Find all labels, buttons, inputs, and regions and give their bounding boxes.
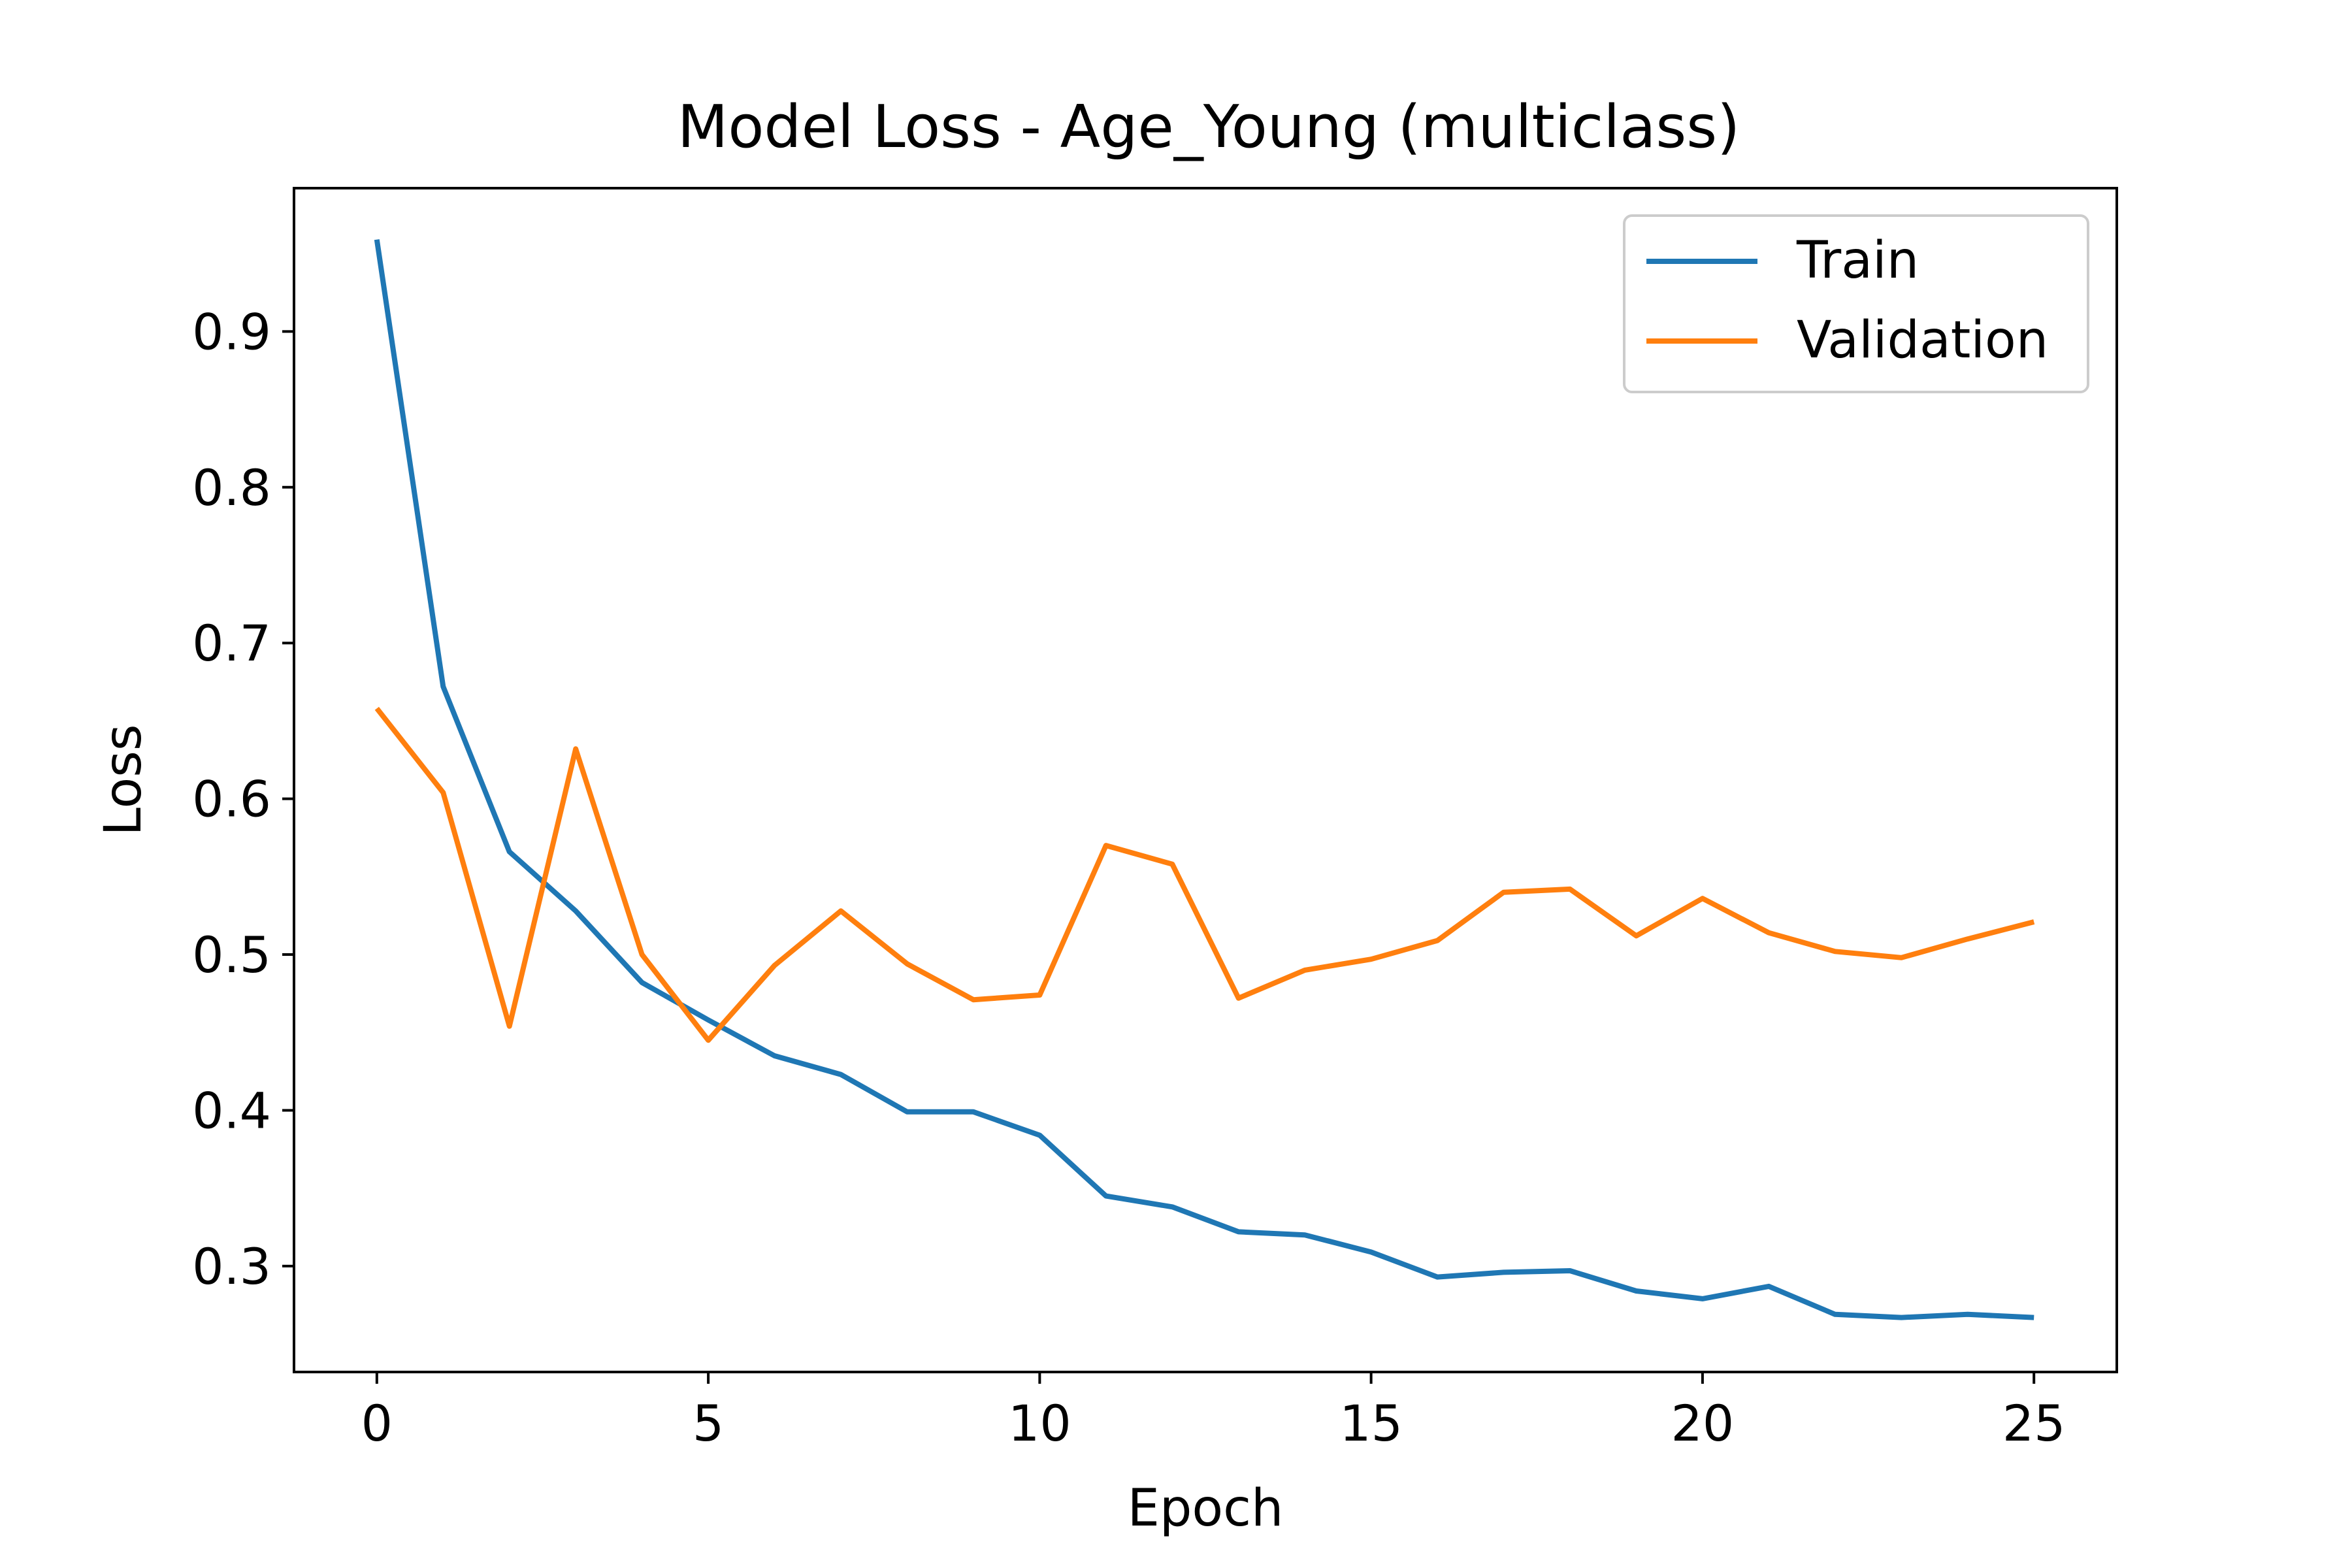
- x-axis-ticks: 0 5 10 15 20 25: [361, 1372, 2066, 1452]
- y-tick-label: 0.7: [192, 614, 271, 672]
- y-tick-label: 0.6: [192, 770, 271, 828]
- y-tick-label: 0.9: [192, 302, 271, 361]
- x-tick-label: 10: [1008, 1394, 1071, 1452]
- y-tick-label: 0.5: [192, 926, 271, 984]
- x-tick-label: 0: [361, 1394, 393, 1452]
- chart-title: Model Loss - Age_Young (multiclass): [678, 93, 1740, 161]
- y-tick-label: 0.4: [192, 1081, 271, 1139]
- x-tick-label: 5: [693, 1394, 724, 1452]
- legend-validation-label: Validation: [1797, 311, 2048, 370]
- x-tick-label: 20: [1671, 1394, 1735, 1452]
- y-axis-ticks: 0.3 0.4 0.5 0.6 0.7 0.8 0.9: [192, 302, 294, 1296]
- y-tick-label: 0.3: [192, 1237, 271, 1296]
- x-tick-label: 25: [2002, 1394, 2066, 1452]
- plot-frame-border: [293, 187, 2118, 1373]
- x-tick-label: 15: [1339, 1394, 1403, 1452]
- series-layer: [374, 239, 2035, 1320]
- series-line-train: [374, 239, 2034, 1320]
- series-line-validation: [374, 706, 2035, 1043]
- y-axis-label: Loss: [94, 724, 153, 836]
- legend: Train Validation: [1623, 214, 2089, 393]
- x-axis-label: Epoch: [1128, 1479, 1284, 1538]
- y-tick-label: 0.8: [192, 459, 271, 517]
- legend-train-label: Train: [1796, 231, 1919, 290]
